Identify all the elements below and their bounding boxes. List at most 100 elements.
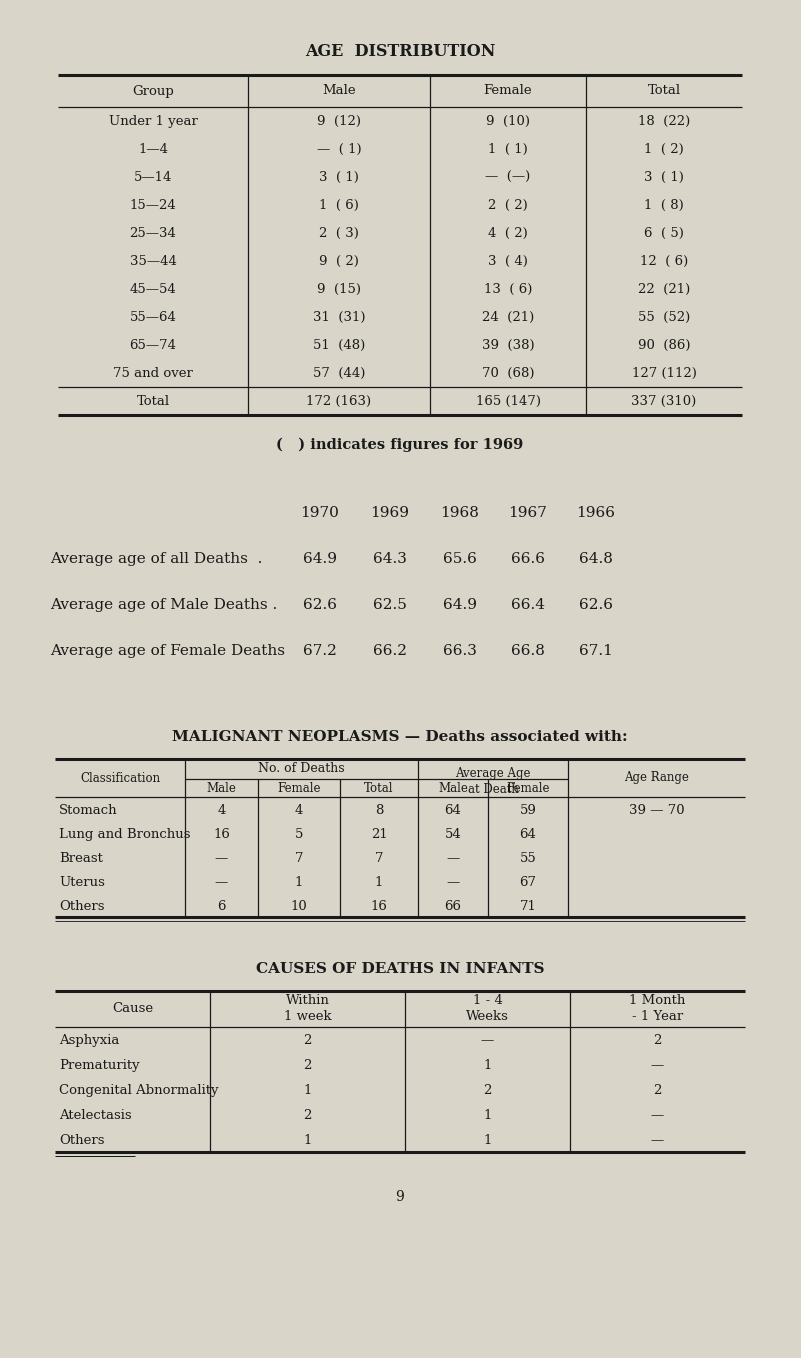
Text: 39  (38): 39 (38)	[481, 340, 534, 352]
Text: —: —	[481, 1035, 494, 1047]
Text: 127 (112): 127 (112)	[631, 367, 696, 380]
Text: 1  ( 6): 1 ( 6)	[319, 200, 359, 212]
Text: 75 and over: 75 and over	[113, 367, 193, 380]
Text: 1967: 1967	[509, 507, 547, 520]
Text: 1: 1	[375, 876, 383, 888]
Text: 66.3: 66.3	[443, 644, 477, 659]
Text: 1: 1	[295, 876, 304, 888]
Text: 2: 2	[304, 1035, 312, 1047]
Text: 9  (15): 9 (15)	[317, 282, 361, 296]
Text: 64.8: 64.8	[579, 551, 613, 566]
Text: —: —	[651, 1059, 664, 1073]
Text: Average age of Male Deaths .: Average age of Male Deaths .	[50, 598, 277, 612]
Text: 2: 2	[483, 1084, 492, 1097]
Text: Stomach: Stomach	[59, 804, 118, 816]
Text: 3  ( 1): 3 ( 1)	[644, 171, 684, 185]
Text: 1966: 1966	[577, 507, 615, 520]
Text: 1 Month
- 1 Year: 1 Month - 1 Year	[630, 994, 686, 1024]
Text: 55: 55	[520, 851, 537, 865]
Text: 7: 7	[375, 851, 383, 865]
Text: 66: 66	[445, 900, 461, 913]
Text: 66.6: 66.6	[511, 551, 545, 566]
Text: 1  ( 8): 1 ( 8)	[644, 200, 684, 212]
Text: 21: 21	[371, 827, 388, 841]
Text: Total: Total	[136, 395, 170, 407]
Text: Female: Female	[484, 84, 533, 98]
Text: Total: Total	[364, 781, 394, 794]
Text: 25—34: 25—34	[130, 227, 176, 240]
Text: 7: 7	[295, 851, 304, 865]
Text: Classification: Classification	[80, 771, 160, 785]
Text: —: —	[446, 851, 460, 865]
Text: Average age of Female Deaths: Average age of Female Deaths	[50, 644, 285, 659]
Text: 64: 64	[445, 804, 461, 816]
Text: No. of Deaths: No. of Deaths	[258, 762, 344, 775]
Text: —: —	[651, 1134, 664, 1148]
Text: Age Range: Age Range	[624, 771, 689, 785]
Text: 172 (163): 172 (163)	[307, 395, 372, 407]
Text: 16: 16	[371, 900, 388, 913]
Text: 4: 4	[217, 804, 226, 816]
Text: Atelectasis: Atelectasis	[59, 1109, 131, 1122]
Text: 5: 5	[295, 827, 304, 841]
Text: 3  ( 1): 3 ( 1)	[319, 171, 359, 185]
Text: 1  ( 2): 1 ( 2)	[644, 143, 684, 156]
Text: 39 — 70: 39 — 70	[629, 804, 684, 816]
Text: 15—24: 15—24	[130, 200, 176, 212]
Text: 66.8: 66.8	[511, 644, 545, 659]
Text: 16: 16	[213, 827, 230, 841]
Text: MALIGNANT NEOPLASMS — Deaths associated with:: MALIGNANT NEOPLASMS — Deaths associated …	[172, 731, 628, 744]
Text: 2  ( 2): 2 ( 2)	[488, 200, 528, 212]
Text: 65.6: 65.6	[443, 551, 477, 566]
Text: 45—54: 45—54	[130, 282, 176, 296]
Text: Female: Female	[277, 781, 320, 794]
Text: 67: 67	[520, 876, 537, 888]
Text: 1: 1	[304, 1134, 312, 1148]
Text: Congenital Abnormality: Congenital Abnormality	[59, 1084, 219, 1097]
Text: 2  ( 3): 2 ( 3)	[319, 227, 359, 240]
Text: 3  ( 4): 3 ( 4)	[488, 255, 528, 268]
Text: 9  ( 2): 9 ( 2)	[319, 255, 359, 268]
Text: 1969: 1969	[371, 507, 409, 520]
Text: CAUSES OF DEATHS IN INFANTS: CAUSES OF DEATHS IN INFANTS	[256, 961, 544, 976]
Text: 70  (68): 70 (68)	[481, 367, 534, 380]
Text: 12  ( 6): 12 ( 6)	[640, 255, 688, 268]
Text: 9: 9	[396, 1190, 405, 1205]
Text: 6: 6	[217, 900, 226, 913]
Text: AGE  DISTRIBUTION: AGE DISTRIBUTION	[305, 43, 495, 61]
Text: Within
1 week: Within 1 week	[284, 994, 332, 1024]
Text: 1—4: 1—4	[138, 143, 168, 156]
Text: Others: Others	[59, 1134, 104, 1148]
Text: 66.2: 66.2	[373, 644, 407, 659]
Text: Asphyxia: Asphyxia	[59, 1035, 119, 1047]
Text: 1968: 1968	[441, 507, 480, 520]
Text: 6  ( 5): 6 ( 5)	[644, 227, 684, 240]
Text: 66.4: 66.4	[511, 598, 545, 612]
Text: 1: 1	[483, 1134, 492, 1148]
Text: 57  (44): 57 (44)	[313, 367, 365, 380]
Text: 1: 1	[483, 1059, 492, 1073]
Text: 2: 2	[304, 1059, 312, 1073]
Text: 9  (10): 9 (10)	[486, 115, 530, 128]
Text: 64.9: 64.9	[303, 551, 337, 566]
Text: 5—14: 5—14	[134, 171, 172, 185]
Text: Lung and Bronchus: Lung and Bronchus	[59, 827, 191, 841]
Text: Group: Group	[132, 84, 174, 98]
Text: 55—64: 55—64	[130, 311, 176, 325]
Text: Total: Total	[647, 84, 681, 98]
Text: —  ( 1): — ( 1)	[316, 143, 361, 156]
Text: —: —	[651, 1109, 664, 1122]
Text: 10: 10	[291, 900, 308, 913]
Text: 67.2: 67.2	[303, 644, 337, 659]
Text: 8: 8	[375, 804, 383, 816]
Text: —: —	[215, 876, 228, 888]
Text: 90  (86): 90 (86)	[638, 340, 690, 352]
Text: 35—44: 35—44	[130, 255, 176, 268]
Text: Prematurity: Prematurity	[59, 1059, 139, 1073]
Text: 1970: 1970	[300, 507, 340, 520]
Text: 4  ( 2): 4 ( 2)	[488, 227, 528, 240]
Text: Male: Male	[207, 781, 236, 794]
Text: 64: 64	[520, 827, 537, 841]
Text: 1  ( 1): 1 ( 1)	[488, 143, 528, 156]
Text: 64.9: 64.9	[443, 598, 477, 612]
